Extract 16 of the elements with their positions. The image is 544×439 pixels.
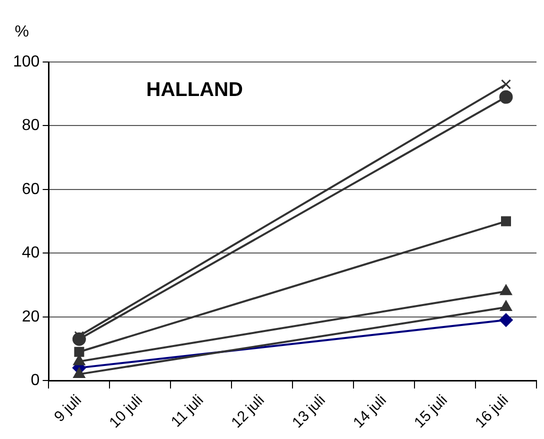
y-tick-label: 40 <box>22 244 40 262</box>
x-tick-label: 11 juli <box>168 392 207 431</box>
y-tick-label: 100 <box>12 53 40 70</box>
y-axis-title: % <box>14 23 29 40</box>
x-tick-label: 15 juli <box>411 392 451 432</box>
x-tick-label: 10 juli <box>106 392 146 432</box>
x-tick-label: 14 juli <box>350 392 390 432</box>
x-tick-label: 12 juli <box>228 392 268 432</box>
x-tick-label: 13 juli <box>289 392 329 432</box>
x-tick-label: 9 juli <box>51 392 85 426</box>
x-tick-label: 16 juli <box>472 392 512 432</box>
y-tick-label: 0 <box>30 372 40 389</box>
y-tick-label: 60 <box>22 180 40 198</box>
y-tick-label: 20 <box>22 308 40 326</box>
y-tick-label: 80 <box>22 117 40 134</box>
text: HALLAND <box>146 79 243 102</box>
